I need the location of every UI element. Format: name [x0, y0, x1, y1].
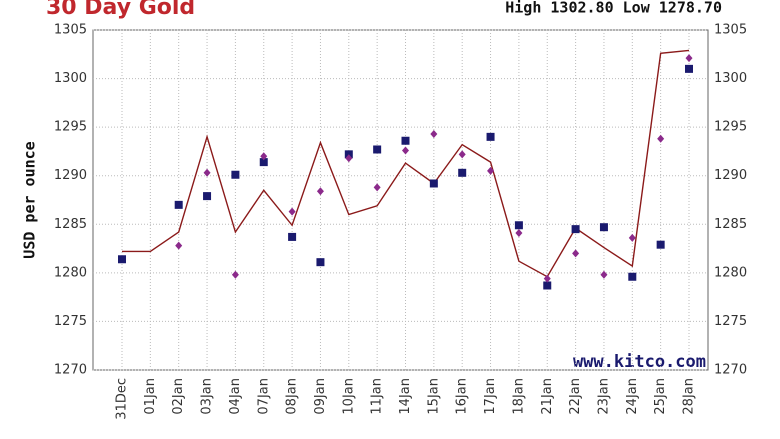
x-tick-label: 22Jan — [568, 378, 583, 415]
x-tick-label: 17Jan — [483, 378, 498, 415]
diamond-marker — [487, 166, 495, 175]
x-tick-label: 18Jan — [511, 378, 526, 415]
high-low: High 1302.80 Low 1278.70 — [505, 0, 722, 17]
square-marker — [429, 179, 438, 188]
diamond-marker — [515, 229, 523, 238]
diamond-marker — [231, 270, 239, 279]
x-tick-label: 03Jan — [200, 378, 215, 415]
y-tick-label: 1270 — [54, 363, 87, 378]
square-marker — [203, 192, 212, 201]
diamond-marker — [345, 154, 353, 163]
square-marker — [373, 145, 382, 154]
diamond-marker — [175, 241, 183, 250]
square-marker — [174, 200, 183, 209]
chart-title: 30 Day Gold — [46, 0, 195, 20]
y-tick-label-right: 1270 — [714, 363, 747, 378]
diamond-marker — [260, 152, 268, 161]
plot-frame — [92, 29, 709, 371]
y-tick-label: 1300 — [54, 71, 87, 86]
y-tick-label: 1305 — [54, 23, 87, 38]
square-marker — [685, 64, 693, 73]
x-tick-label: 15Jan — [426, 378, 441, 415]
diamond-marker — [600, 270, 608, 279]
y-tick-label: 1285 — [54, 217, 87, 232]
diamond-marker — [203, 168, 211, 177]
x-tick-label: 31Dec — [115, 378, 130, 420]
diamond-marker — [316, 187, 324, 196]
diamond-marker — [685, 54, 693, 63]
diamond-marker — [628, 233, 636, 242]
x-tick-label: 28Jan — [682, 378, 697, 415]
x-tick-label: 01Jan — [143, 378, 158, 415]
square-marker — [599, 223, 608, 232]
square-marker — [288, 232, 297, 241]
square-marker — [458, 168, 467, 177]
diamond-marker — [572, 249, 580, 258]
y-axis-label: USD per ounce — [21, 141, 39, 258]
square-marker — [543, 281, 552, 290]
y-tick-label-right: 1300 — [714, 71, 747, 86]
y-tick-label: 1280 — [54, 265, 87, 280]
x-tick-label: 09Jan — [313, 378, 328, 415]
x-tick-label: 21Jan — [540, 378, 555, 415]
x-tick-label: 14Jan — [398, 378, 413, 415]
x-tick-label: 08Jan — [285, 378, 300, 415]
diamond-marker — [657, 134, 665, 143]
square-marker — [571, 225, 580, 234]
diamond-marker — [402, 146, 409, 155]
x-tick-label: 02Jan — [171, 378, 186, 415]
square-marker — [656, 240, 665, 249]
watermark: www.kitco.com — [573, 352, 706, 372]
x-tick-label: 23Jan — [596, 378, 611, 415]
diamond-marker — [373, 183, 381, 192]
x-tick-label: 25Jan — [653, 378, 668, 415]
y-tick-label-right: 1290 — [714, 168, 747, 183]
y-tick-label: 1290 — [54, 168, 87, 183]
y-tick-label: 1275 — [54, 314, 87, 329]
y-tick-label-right: 1285 — [714, 217, 747, 232]
square-marker — [628, 272, 637, 281]
square-marker — [514, 221, 523, 230]
square-marker — [259, 158, 268, 167]
diamond-marker — [430, 129, 438, 138]
x-tick-label: 04Jan — [228, 378, 243, 415]
diamond-marker — [288, 207, 296, 216]
y-tick-label-right: 1275 — [714, 314, 747, 329]
x-tick-label: 16Jan — [455, 378, 470, 415]
x-tick-label: 24Jan — [625, 378, 640, 415]
square-marker — [231, 170, 240, 179]
y-tick-label-right: 1305 — [714, 23, 747, 38]
square-marker — [118, 255, 126, 264]
y-tick-label-right: 1280 — [714, 265, 747, 280]
price-line — [122, 49, 690, 278]
square-marker — [316, 258, 325, 267]
square-marker — [401, 136, 410, 145]
diamond-marker — [458, 150, 466, 159]
square-marker — [486, 132, 495, 141]
x-tick-label: 07Jan — [256, 378, 271, 415]
y-tick-label: 1295 — [54, 120, 87, 135]
diamond-marker — [543, 274, 551, 283]
y-tick-label-right: 1295 — [714, 120, 747, 135]
x-tick-label: 11Jan — [370, 378, 385, 415]
x-tick-label: 10Jan — [341, 378, 356, 415]
